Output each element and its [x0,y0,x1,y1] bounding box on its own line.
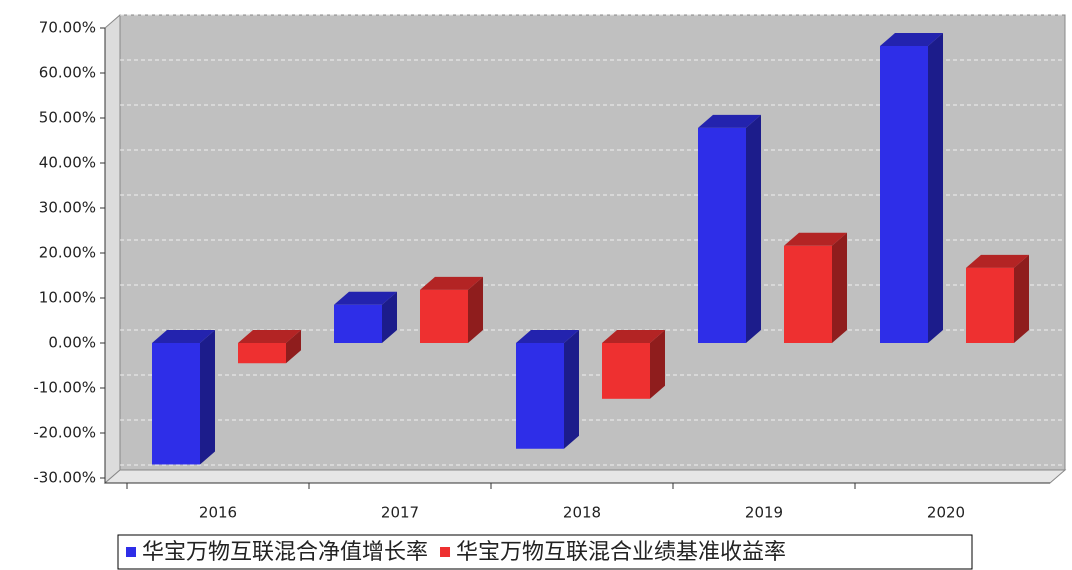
bar [698,114,761,344]
y-tick-label: 70.00% [39,19,96,37]
x-tick-label: 2019 [745,504,783,522]
bar-top [152,330,215,343]
legend-label: 华宝万物互联混合净值增长率 [142,540,428,565]
bar-front [698,127,746,344]
y-tick-label: 20.00% [39,244,96,262]
bar-side [468,276,483,343]
y-tick-label: 60.00% [39,64,96,82]
bar-side [564,330,579,449]
bar [238,330,301,364]
bar-top [966,254,1029,268]
floor [103,469,1067,484]
x-tick-label: 2017 [381,504,419,522]
bar-side [650,330,665,399]
bar-top [238,330,301,343]
bar-front [152,343,200,465]
x-tick-label: 2018 [563,504,601,522]
bar-top [602,330,665,343]
bar-side [382,291,397,343]
bar-front [602,343,650,399]
bar [602,330,665,399]
x-tick-label: 2016 [199,504,237,522]
bar-front [420,289,468,343]
y-tick-label: 0.00% [48,334,96,352]
y-tick-label: 10.00% [39,289,96,307]
bar-front [966,267,1014,343]
bar-top [698,114,761,128]
bar-side [832,232,847,343]
bar-side [200,330,215,465]
bar-front [516,343,564,449]
x-tick-label: 2020 [927,504,965,522]
bar-side [1014,254,1029,343]
legend-swatch [126,547,136,557]
legend-swatch [440,547,451,557]
legend [117,534,973,570]
y-tick-label: 50.00% [39,109,96,127]
y-tick-label: -20.00% [33,424,96,442]
bar [334,291,397,343]
bar [966,254,1029,343]
bar-side [286,330,301,364]
side-wall [104,13,121,485]
bar-front [880,46,928,343]
y-tick-label: 40.00% [39,154,96,172]
y-tick-label: 30.00% [39,199,96,217]
bar [516,330,579,449]
bar [420,276,483,343]
bar-top [880,33,943,46]
bar-front [784,245,832,343]
bar-front [238,343,286,364]
bar [880,33,943,343]
bar [152,330,215,465]
bar-top [784,232,847,246]
legend-label: 华宝万物互联混合业绩基准收益率 [456,540,786,565]
bar-top [516,330,579,343]
bar [784,232,847,343]
bar-front [334,304,382,343]
bar-top [334,291,397,305]
bar-side [928,33,943,343]
bar-top [420,276,483,290]
y-tick-label: -30.00% [33,469,96,487]
bar-side [746,114,761,344]
y-tick-label: -10.00% [33,379,96,397]
